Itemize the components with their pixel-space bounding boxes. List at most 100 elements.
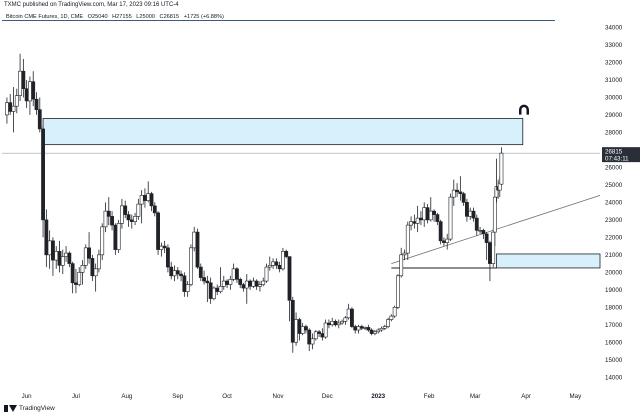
candle-body-4 — [18, 70, 22, 96]
y-tick-label-19000: 19000 — [605, 287, 623, 294]
candle-body-33 — [113, 224, 118, 250]
ohlc-low: L25000 — [136, 14, 155, 20]
candle-body-106 — [353, 326, 358, 331]
candle-body-54 — [182, 275, 187, 292]
ohlc-change: +1725 (+6.88%) — [183, 14, 224, 20]
y-tick-label-31000: 31000 — [605, 77, 623, 84]
candle-body-121 — [402, 252, 407, 256]
candle-body-102 — [340, 320, 344, 324]
candle-body-149 — [492, 196, 497, 233]
candle-body-140 — [465, 202, 469, 217]
candle-body-19 — [67, 252, 72, 264]
candle-body-93 — [310, 338, 315, 345]
candle-body-127 — [422, 207, 427, 221]
candle-body-53 — [179, 273, 183, 277]
candle-body-144 — [478, 230, 482, 232]
candle-body-98 — [327, 322, 331, 326]
x-tick-label-2023: 2023 — [371, 393, 385, 400]
candle-body-103 — [343, 317, 348, 322]
price-tag-price: 26815 — [605, 149, 623, 156]
y-tick-label-34000: 34000 — [605, 25, 623, 32]
candle-body-135 — [448, 196, 453, 240]
y-tick-label-18000: 18000 — [605, 305, 623, 312]
candle-body-122 — [405, 224, 410, 254]
candle-body-46 — [156, 212, 160, 250]
candle-body-115 — [382, 326, 387, 329]
candle-body-36 — [123, 205, 128, 215]
y-tick-label-22000: 22000 — [605, 235, 623, 242]
candle-body-133 — [442, 240, 446, 243]
candle-body-26 — [90, 258, 95, 277]
x-tick-label-Aug: Aug — [121, 393, 133, 400]
candle-body-148 — [491, 231, 496, 264]
candle-body-134 — [445, 238, 450, 243]
candle-body-114 — [379, 327, 384, 331]
candle-body-100 — [333, 320, 338, 326]
candle-body-38 — [129, 219, 134, 222]
candle-body-8 — [31, 81, 36, 100]
candle-body-126 — [419, 217, 423, 221]
candle-body-13 — [47, 240, 52, 256]
candle-body-37 — [126, 214, 131, 221]
candle-body-146 — [484, 233, 489, 243]
candle-body-111 — [369, 329, 374, 334]
published-caption: TXMC published on TradingView.com, Mar 1… — [4, 2, 179, 8]
candle-body-145 — [481, 230, 486, 235]
symbol-legend: Bitcoin CME Futures, 1D, CME O25040 H271… — [6, 14, 227, 20]
candle-body-118 — [392, 307, 397, 317]
candle-body-72 — [241, 284, 246, 289]
candle-body-2 — [11, 105, 16, 112]
candle-body-99 — [330, 320, 335, 326]
candle-body-66 — [221, 280, 226, 287]
candle-body-43 — [146, 193, 151, 201]
candle-body-82 — [274, 261, 279, 266]
candle-body-136 — [451, 189, 456, 198]
candle-body-101 — [336, 322, 341, 326]
candle-body-109 — [363, 327, 367, 329]
magnet-icon — [519, 104, 529, 115]
candle-body-27 — [93, 268, 98, 277]
y-tick-label-16000: 16000 — [605, 339, 623, 346]
y-tick-label-20000: 20000 — [605, 270, 623, 277]
candle-body-96 — [320, 333, 325, 338]
candle-body-69 — [231, 268, 236, 280]
candle-body-6 — [24, 88, 29, 102]
candle-body-22 — [77, 272, 82, 285]
candle-body-24 — [83, 247, 88, 266]
candle-body-21 — [74, 282, 78, 285]
candle-body-147 — [488, 242, 492, 264]
candle-body-64 — [215, 287, 220, 292]
candle-body-79 — [264, 266, 269, 282]
candle-body-68 — [228, 279, 233, 285]
candle-body-15 — [54, 251, 59, 261]
y-tick-label-26000: 26000 — [605, 165, 623, 172]
candle-body-44 — [149, 193, 154, 207]
symbol-name: Bitcoin CME Futures, 1D, CME — [6, 14, 84, 20]
y-tick-label-21000: 21000 — [605, 252, 623, 259]
candle-body-85 — [284, 251, 289, 257]
candle-body-3 — [14, 95, 19, 107]
candle-body-153 — [499, 152, 504, 185]
candle-body-30 — [103, 210, 108, 228]
candle-body-70 — [235, 268, 239, 280]
x-tick-label-Nov: Nov — [272, 393, 284, 400]
candle-body-77 — [258, 284, 262, 287]
candle-body-142 — [471, 210, 476, 219]
candle-body-56 — [189, 247, 193, 285]
candle-body-49 — [166, 247, 170, 268]
y-tick-label-29000: 29000 — [605, 112, 623, 119]
candle-body-25 — [87, 247, 91, 259]
candle-body-105 — [350, 308, 354, 327]
candle-body-10 — [37, 109, 42, 130]
candle-body-120 — [399, 254, 404, 277]
x-tick-label-Mar: Mar — [470, 393, 481, 400]
candle-body-48 — [162, 245, 167, 249]
ohlc-close: C26815 — [159, 14, 180, 20]
price-tag-box — [602, 147, 640, 163]
y-tick-label-14000: 14000 — [605, 374, 623, 381]
candle-body-91 — [304, 326, 308, 331]
x-tick-label-Oct: Oct — [222, 393, 232, 400]
candle-body-7 — [28, 81, 32, 102]
candle-body-73 — [244, 280, 249, 289]
